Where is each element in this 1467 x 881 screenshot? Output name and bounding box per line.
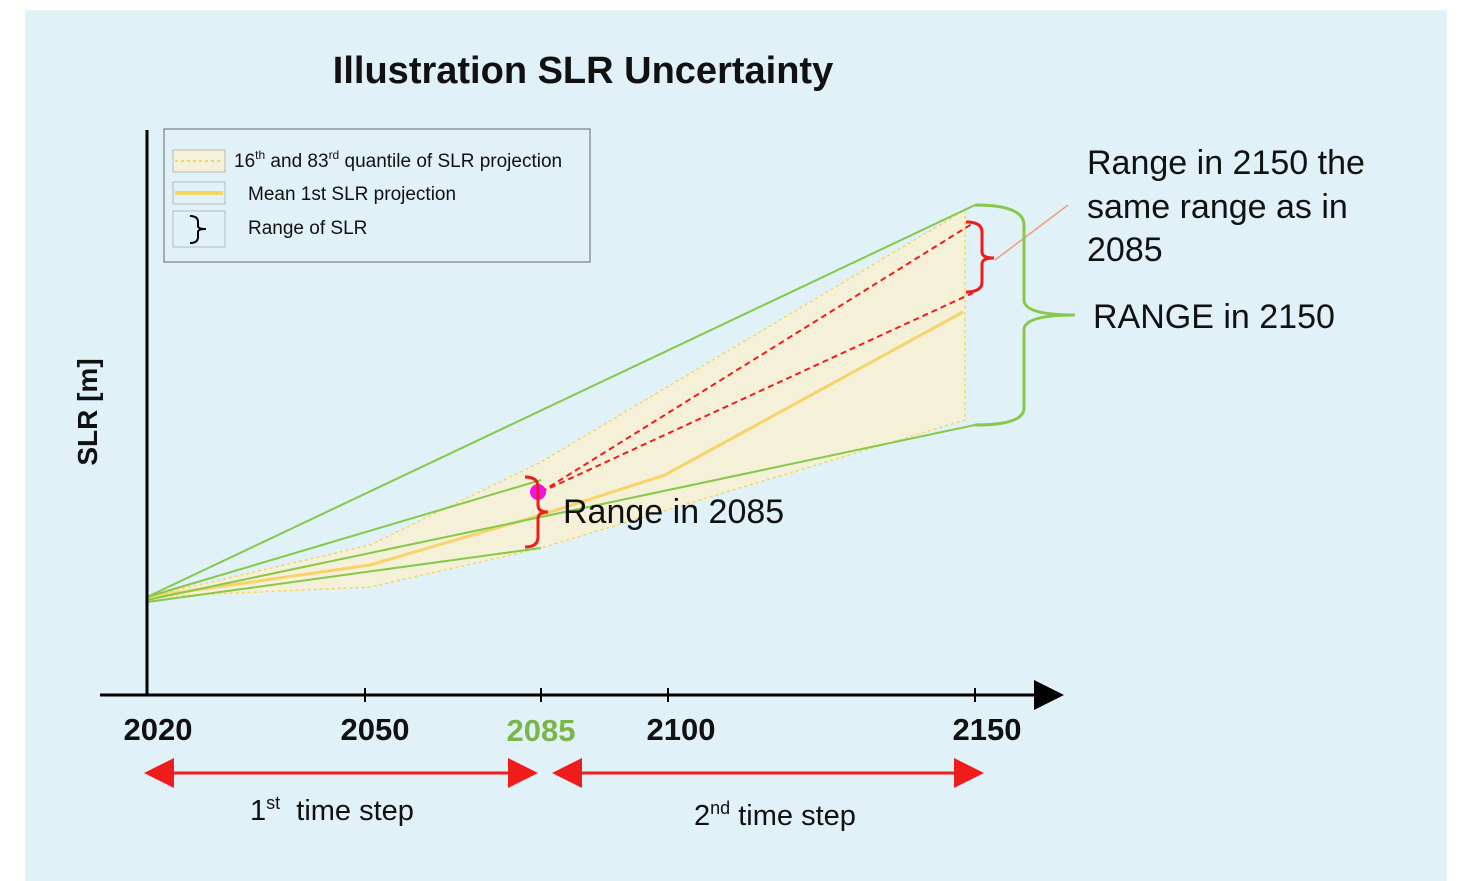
x-tick-label: 2100	[647, 712, 716, 747]
legend-swatch	[172, 210, 226, 248]
annotation: Range in 2085	[563, 493, 784, 531]
pointer-line	[994, 204, 1069, 261]
annotation: Range in 2150 the same range as in 2085	[1087, 144, 1374, 269]
x-tick-label: 2085	[507, 713, 576, 748]
green-lines	[146, 204, 976, 603]
legend-box	[163, 128, 591, 263]
title: Illustration SLR Uncertainty	[333, 50, 833, 92]
bracket-2085	[524, 475, 549, 549]
quantile-band	[146, 208, 966, 598]
legend: 16th and 83rd quantile of SLR projection…	[163, 128, 591, 263]
y-axis-label: SLR [m]	[72, 358, 103, 465]
time-step-label: 1st time step	[250, 793, 414, 827]
legend-label: 16th and 83rd quantile of SLR projection	[234, 148, 562, 172]
bracket-2150-red	[965, 220, 995, 294]
x-tick-label: 2150	[953, 712, 1022, 747]
annotation: RANGE in 2150	[1093, 298, 1335, 336]
legend-swatch	[189, 215, 207, 244]
time-step-label: 2nd time step	[694, 798, 856, 832]
bracket-2150-green	[974, 203, 1076, 427]
x-tick-label: 2020	[124, 712, 193, 747]
legend-label: Range of SLR	[248, 218, 367, 239]
x-tick-label: 2050	[341, 712, 410, 747]
legend-label: Mean 1st SLR projection	[248, 184, 456, 205]
x-ticks	[364, 688, 976, 702]
dashed-line	[540, 221, 976, 493]
